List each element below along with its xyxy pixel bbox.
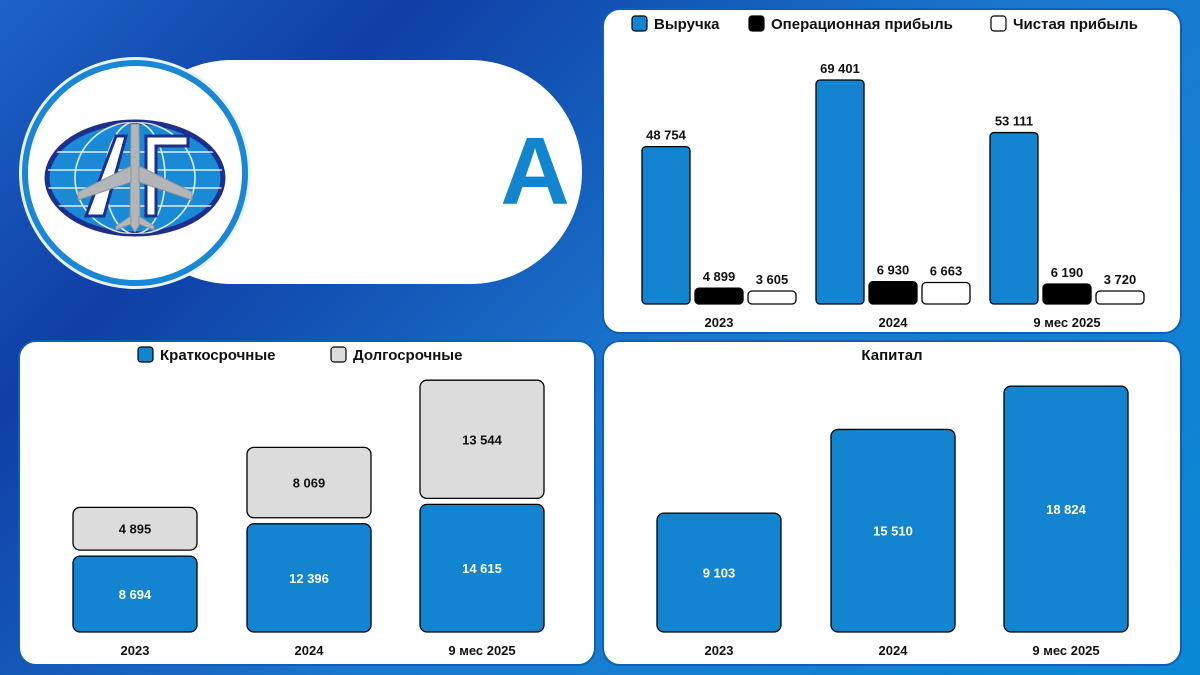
bar [246,446,372,519]
data-label: 6 930 [877,263,910,278]
bar [815,79,865,305]
income-panel: Выручка Операционная прибыль Чистая прибыл… [602,8,1182,334]
data-label: 15 510 [873,524,913,539]
bar [747,290,797,305]
logo-icon [44,119,226,237]
legend-swatch [631,15,648,32]
bar [1003,385,1129,633]
bar [641,145,691,305]
liabilities-chart: Краткосрочные Долгосрочные 8 694 4 895 2023 1… [72,346,545,658]
tick-label: 2024 [879,643,909,658]
legend-label: Чистая прибыль [1013,16,1138,33]
data-label: 48 754 [646,128,687,143]
bar [246,523,372,633]
legend-swatch [748,15,765,32]
data-label: 53 111 [995,114,1033,129]
bar [1095,290,1145,305]
bar [868,280,918,305]
tick-label: 2023 [121,643,150,658]
tick-label: 2024 [295,643,325,658]
legend-label: Операционная прибыль [771,16,953,33]
bar [419,379,545,500]
bar [656,512,782,633]
legend-swatch [137,346,154,363]
legend-label: Выручка [654,16,720,33]
data-label: 13 544 [462,432,503,447]
bar [830,428,956,633]
company-logo [22,60,248,286]
data-label: 9 103 [703,566,736,581]
data-label: 69 401 [820,61,860,76]
liabilities-panel: Краткосрочные Долгосрочные 8 694 4 895 2023 1… [18,340,596,666]
data-label: 6 663 [930,263,963,278]
data-label: 12 396 [289,571,329,586]
chart-title: Капитал [861,347,922,364]
legend-label: Краткосрочные [160,347,276,364]
data-label: 6 190 [1051,265,1084,280]
data-label: 8 694 [119,587,152,602]
data-label: 4 895 [119,522,152,537]
data-label: 4 899 [703,269,736,284]
legend-swatch [990,15,1007,32]
tick-label: 2023 [705,643,734,658]
income-chart: Выручка Операционная прибыль Чистая прибыл… [631,15,1145,330]
bar [989,131,1039,305]
bar [694,287,744,305]
data-label: 3 720 [1104,272,1137,287]
bar [419,503,545,633]
tick-label: 9 мес 2025 [1032,643,1099,658]
data-label: 18 824 [1046,502,1087,517]
bar [1042,283,1092,305]
capital-panel: Капитал 9 103 2023 15 510 2024 18 824 9 мес 20… [602,340,1182,666]
rating-value: А [500,118,570,225]
data-label: 8 069 [293,476,326,491]
legend-label: Долгосрочные [353,347,462,364]
bar [72,555,198,633]
bar [921,281,971,305]
capital-chart: Капитал 9 103 2023 15 510 2024 18 824 9 мес 20… [656,347,1129,658]
tick-label: 2023 [705,315,734,330]
tick-label: 9 мес 2025 [1033,315,1100,330]
data-label: 3 605 [756,272,789,287]
bar [72,506,198,551]
tick-label: 9 мес 2025 [448,643,515,658]
tick-label: 2024 [879,315,909,330]
legend-swatch [330,346,347,363]
data-label: 14 615 [462,561,502,576]
